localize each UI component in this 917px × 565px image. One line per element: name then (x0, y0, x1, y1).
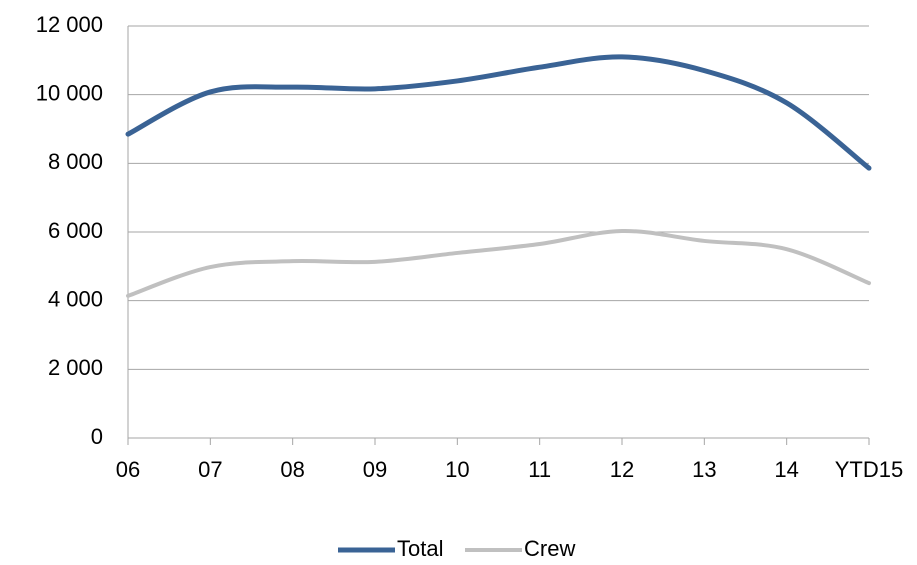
x-tick-label: 08 (280, 457, 304, 482)
legend-label: Total (397, 536, 443, 561)
y-tick-label: 4 000 (48, 286, 103, 311)
y-tick-label: 8 000 (48, 149, 103, 174)
x-tick-label: 14 (774, 457, 798, 482)
x-tick-label: 10 (445, 457, 469, 482)
legend-label: Crew (524, 536, 575, 561)
series-line (126, 228, 871, 298)
x-tick-label: 06 (116, 457, 140, 482)
y-tick-label: 2 000 (48, 355, 103, 380)
x-tick-label: 11 (528, 457, 551, 482)
x-tick-label: 09 (363, 457, 387, 482)
x-tick-label: YTD15 (835, 457, 903, 482)
y-tick-label: 10 000 (36, 80, 103, 105)
y-tick-label: 0 (91, 424, 103, 449)
y-tick-label: 6 000 (48, 218, 103, 243)
series-line (125, 54, 872, 171)
x-tick-label: 07 (198, 457, 222, 482)
x-tick-label: 13 (692, 457, 716, 482)
x-tick-label: 12 (610, 457, 634, 482)
y-tick-label: 12 000 (36, 12, 103, 37)
